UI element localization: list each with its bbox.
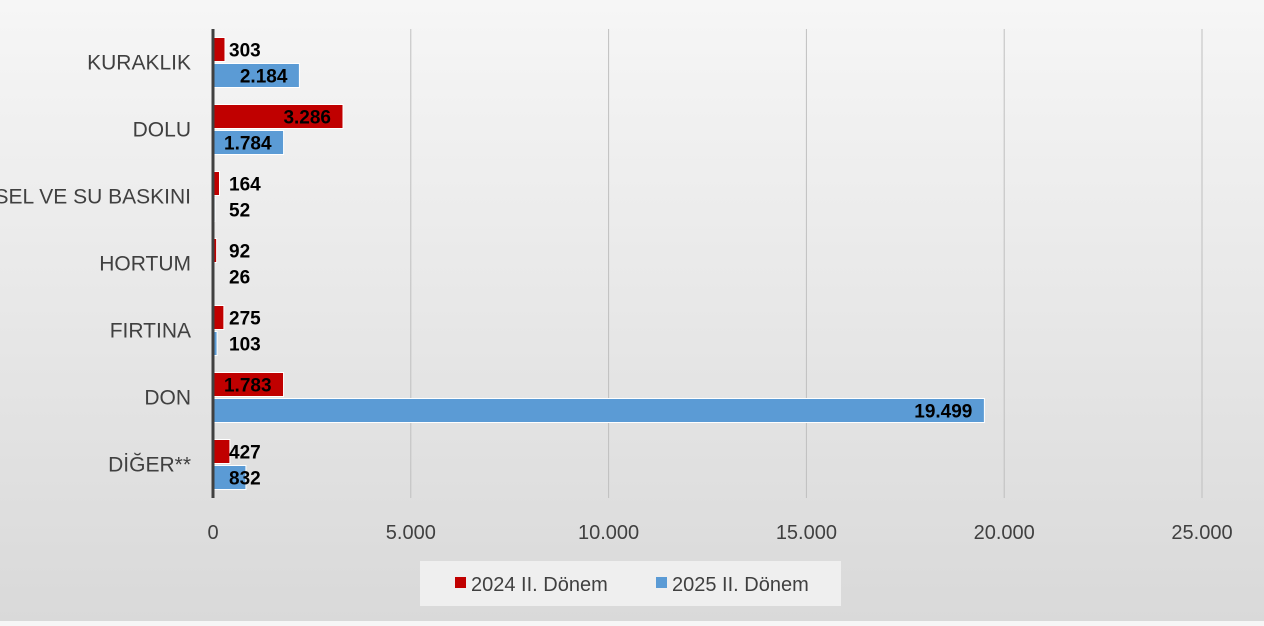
legend-box [420, 561, 841, 606]
data-label: 427 [229, 443, 261, 464]
data-label: 103 [229, 335, 261, 356]
data-label: 92 [229, 242, 250, 263]
data-label: 164 [229, 175, 261, 196]
bar-2025 [212, 63, 300, 88]
legend-swatch [455, 577, 466, 588]
category-label: DON [144, 387, 191, 410]
category-label: SEL VE SU BASKINI [0, 186, 191, 209]
grid-lines [410, 29, 1203, 498]
bar-2024 [212, 372, 285, 397]
x-tick-label: 20.000 [974, 522, 1035, 544]
x-axis-ticks: 0 5.000 10.000 15.000 20.000 25.000 [207, 522, 1232, 544]
bar-2024 [212, 305, 225, 330]
data-label: 3.286 [283, 108, 331, 129]
category-label: HORTUM [99, 253, 191, 276]
data-label: 1.783 [224, 376, 272, 397]
x-tick-label: 10.000 [578, 522, 639, 544]
data-label: 2.184 [240, 67, 288, 88]
data-label: 52 [229, 201, 250, 222]
category-label: FIRTINA [110, 320, 191, 343]
category-label: DİĞER** [108, 454, 191, 477]
legend-swatch [656, 577, 667, 588]
data-label: 832 [229, 469, 261, 490]
data-label: 303 [229, 41, 261, 62]
bar-2025 [212, 465, 247, 490]
bar-2025 [212, 130, 285, 155]
category-label: KURAKLIK [87, 52, 191, 75]
data-labels: 303 2.184 3.286 1.784 164 52 92 26 275 103 1.783 19… [224, 41, 972, 490]
data-label: 1.784 [224, 134, 272, 155]
x-tick-label: 0 [207, 522, 218, 544]
x-tick-label: 5.000 [386, 522, 436, 544]
x-tick-label: 25.000 [1171, 522, 1232, 544]
legend-label: 2025 II. Dönem [672, 574, 809, 596]
category-label: DOLU [133, 119, 191, 142]
bar-2024 [212, 439, 231, 464]
data-label: 26 [229, 268, 250, 289]
x-tick-label: 15.000 [776, 522, 837, 544]
bar-2024 [212, 37, 226, 62]
category-labels: KURAKLIK DOLU SEL VE SU BASKINI HORTUM FIRTI… [0, 52, 191, 477]
bar-2025 [212, 398, 985, 423]
data-label: 275 [229, 309, 261, 330]
bars [212, 37, 985, 490]
data-label: 19.499 [914, 402, 972, 423]
legend: 2024 II. Dönem 2025 II. Dönem [420, 561, 841, 606]
legend-label: 2024 II. Dönem [471, 574, 608, 596]
